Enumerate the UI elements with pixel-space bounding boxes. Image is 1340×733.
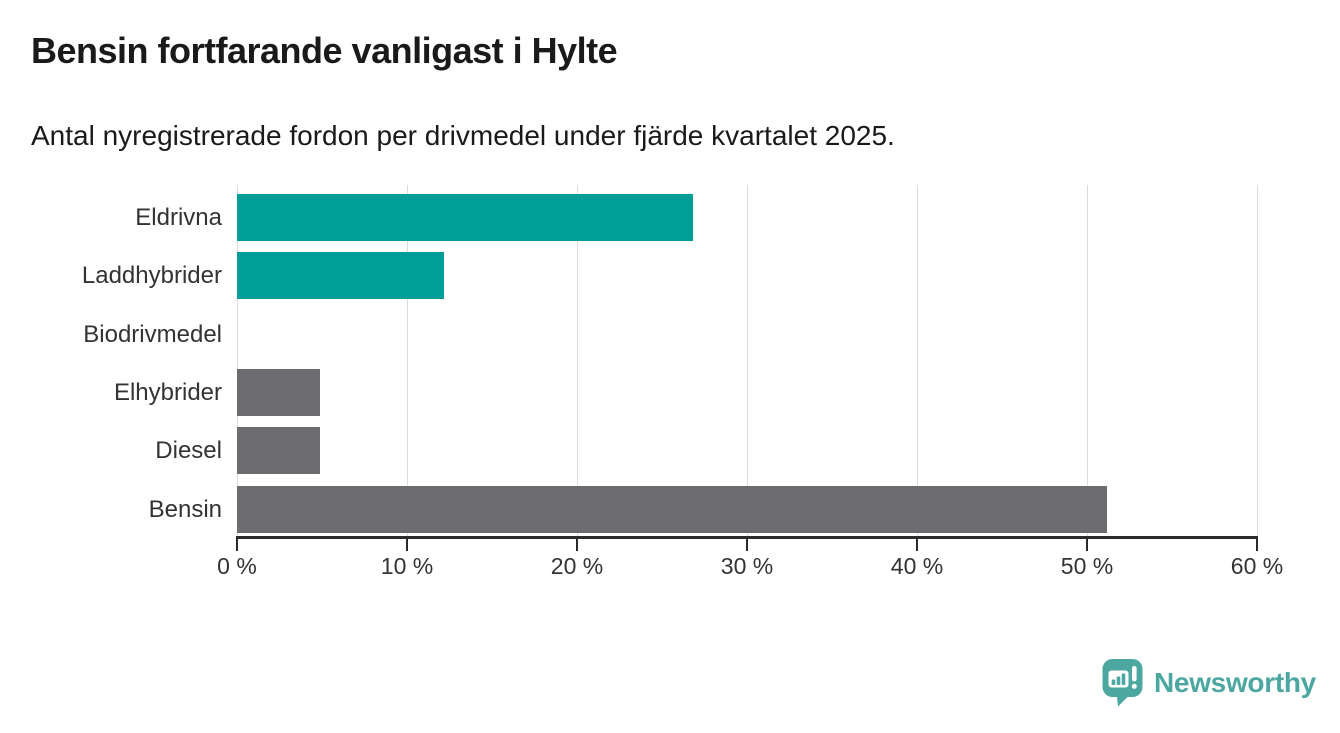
gridline	[577, 185, 578, 536]
bar-eldrivna	[237, 194, 693, 241]
bar-diesel	[237, 427, 321, 474]
x-axis-tick-label: 0 %	[217, 553, 257, 579]
x-axis-tick-label: 20 %	[550, 553, 604, 579]
category-label: Elhybrider	[113, 379, 222, 406]
bar-elhybrider	[237, 369, 321, 416]
category-label: Laddhybrider	[81, 262, 222, 289]
x-axis-tick-mark	[1086, 538, 1088, 551]
category-label: Diesel	[155, 437, 222, 464]
x-axis-line	[236, 536, 1258, 539]
bar-bensin	[237, 486, 1108, 533]
gridline	[237, 185, 238, 536]
newsworthy-logo-icon	[1102, 659, 1143, 707]
gridline	[917, 185, 918, 536]
x-axis-tick-label: 10 %	[380, 553, 434, 579]
newsworthy-logo-text: Newsworthy	[1154, 667, 1316, 698]
chart-title: Bensin fortfarande vanligast i Hylte	[31, 30, 618, 71]
bar-laddhybrider	[237, 252, 445, 299]
x-axis-tick-mark	[576, 538, 578, 551]
x-axis-tick-mark	[1256, 538, 1258, 551]
x-axis-tick-mark	[746, 538, 748, 551]
chart-subtitle: Antal nyregistrerade fordon per drivmede…	[31, 120, 895, 151]
x-axis-tick-mark	[406, 538, 408, 551]
newsworthy-branding: Newsworthy	[1100, 658, 1316, 708]
x-axis-tick-mark	[916, 538, 918, 551]
gridline	[1087, 185, 1088, 536]
x-axis-tick-label: 50 %	[1060, 553, 1114, 579]
category-label: Biodrivmedel	[83, 321, 222, 348]
x-axis-tick-label: 40 %	[890, 553, 944, 579]
x-axis-tick-mark	[236, 538, 238, 551]
category-label: Bensin	[148, 496, 222, 523]
x-axis-tick-label: 30 %	[720, 553, 774, 579]
x-axis-tick-label: 60 %	[1230, 553, 1284, 579]
gridline	[1257, 185, 1258, 536]
gridline	[747, 185, 748, 536]
gridline	[407, 185, 408, 536]
category-label: Eldrivna	[135, 204, 222, 231]
